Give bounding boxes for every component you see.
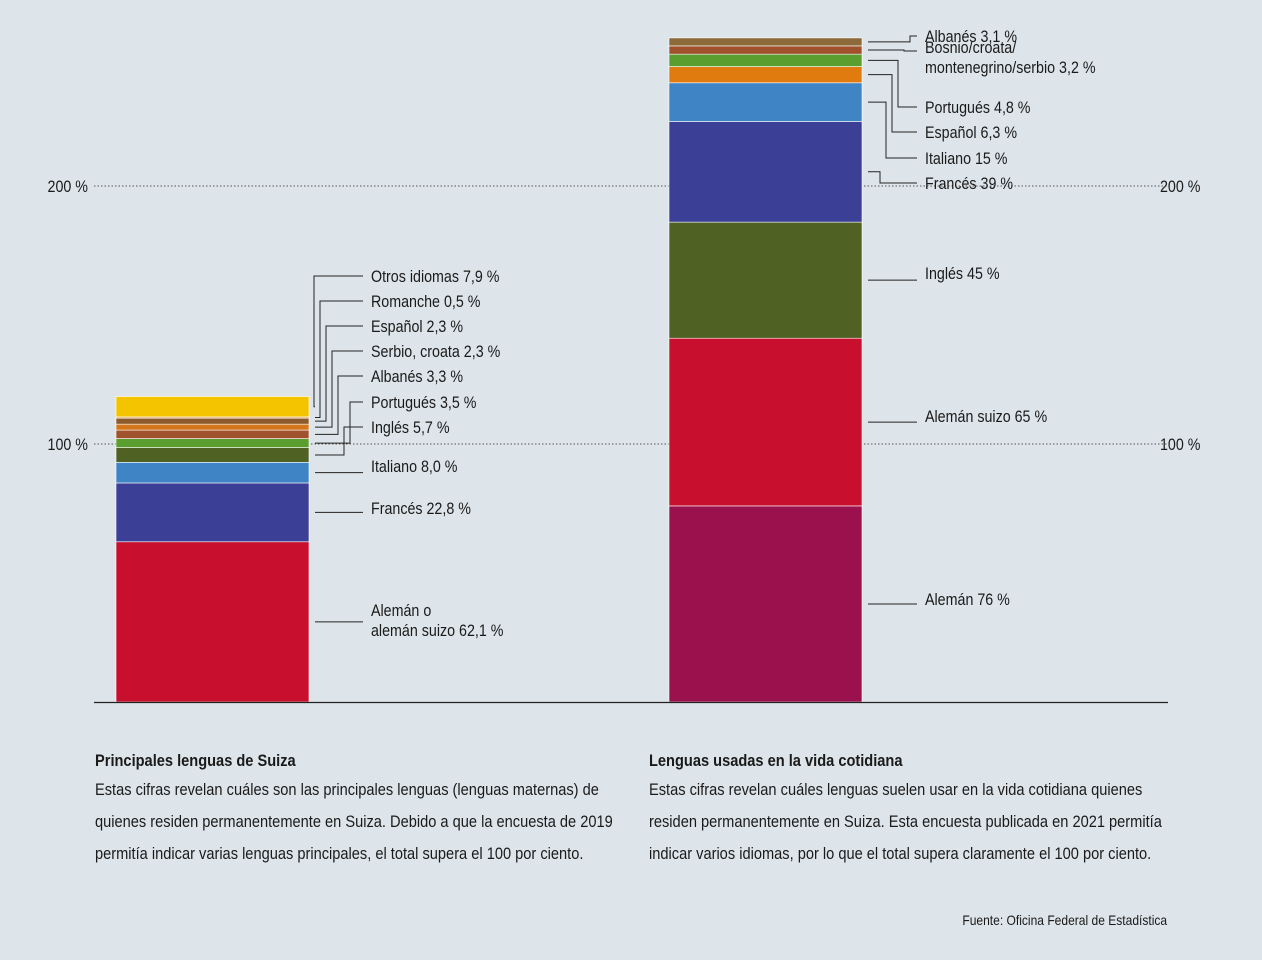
caption-daily-languages: Lenguas usadas en la vida cotidiana Esta… (649, 748, 1162, 870)
leader-line (868, 171, 917, 184)
segment-label: Albanés 3,1 % (925, 28, 1017, 46)
caption-title: Principales lenguas de Suiza (95, 751, 296, 770)
bar-segment (668, 37, 863, 47)
bar-segment (115, 417, 310, 425)
y-tick-right-100: 100 % (1160, 436, 1201, 454)
leader-line (868, 35, 917, 43)
bar-segment (668, 221, 863, 339)
segment-label: Italiano 8,0 % (371, 458, 458, 476)
bar-segment (115, 423, 310, 431)
bar-segment (115, 396, 310, 418)
segment-label: Albanés 3,3 % (371, 368, 463, 386)
segment-label: Inglés 5,7 % (371, 419, 450, 437)
bar-segment (668, 505, 863, 703)
source-note: Fuente: Oficina Federal de Estadística (962, 912, 1167, 928)
segment-label: alemán suizo 62,1 % (371, 622, 504, 640)
leader-line (868, 49, 917, 52)
segment-label: Alemán 76 % (925, 591, 1010, 609)
stacked-bar-chart: 100 % 100 % 200 % 200 % Alemán o alemán suizo… (48, 28, 1201, 704)
bar-segment (668, 121, 863, 223)
bar-segment (668, 45, 863, 55)
leader-line (315, 375, 363, 435)
leader-line (315, 426, 363, 456)
segment-label: Francés 22,8 % (371, 500, 471, 518)
y-tick-right-200: 200 % (1160, 178, 1201, 196)
segment-label: Italiano 15 % (925, 150, 1008, 168)
bar-segment (668, 53, 863, 67)
bar-segment (115, 438, 310, 448)
bar-segment (668, 82, 863, 122)
segment-label: Romanche 0,5 % (371, 293, 481, 311)
segment-label: Portugués 3,5 % (371, 394, 477, 412)
segment-label: Otros idiomas 7,9 % (371, 268, 500, 286)
segment-label: Portugués 4,8 % (925, 99, 1031, 117)
leader-line (868, 59, 917, 108)
caption-main-languages: Principales lenguas de Suiza Estas cifra… (95, 748, 613, 870)
leader-line (315, 300, 363, 419)
bar-segment (115, 447, 310, 463)
segment-label: Español 2,3 % (371, 318, 463, 336)
bar-segment (115, 429, 310, 439)
leader-line (315, 325, 363, 422)
y-tick-left-100: 100 % (48, 436, 89, 454)
caption-body: Estas cifras revelan cuáles son las prin… (95, 780, 613, 863)
segment-label: Alemán suizo 65 % (925, 408, 1047, 426)
bar-segment (115, 482, 310, 543)
leader-line (315, 401, 363, 444)
segment-label: montenegrino/serbio 3,2 % (925, 59, 1096, 77)
bar-segment (115, 541, 310, 703)
caption-title: Lenguas usadas en la vida cotidiana (649, 751, 903, 770)
bar-segment (668, 66, 863, 84)
leader-line (313, 275, 363, 408)
leader-line (868, 74, 917, 133)
bar-segment (668, 337, 863, 507)
segment-label: Francés 39 % (925, 175, 1013, 193)
segment-label: Inglés 45 % (925, 265, 1000, 283)
y-tick-left-200: 200 % (48, 178, 89, 196)
segment-label: Bosnio/croata/ (925, 39, 1017, 57)
leader-line (315, 350, 363, 428)
caption-body: Estas cifras revelan cuáles lenguas suel… (649, 780, 1162, 863)
segment-label: Alemán o (371, 602, 432, 620)
bar-segment (115, 462, 310, 484)
leader-line (868, 101, 917, 159)
segment-label: Español 6,3 % (925, 124, 1017, 142)
segment-label: Serbio, croata 2,3 % (371, 343, 500, 361)
